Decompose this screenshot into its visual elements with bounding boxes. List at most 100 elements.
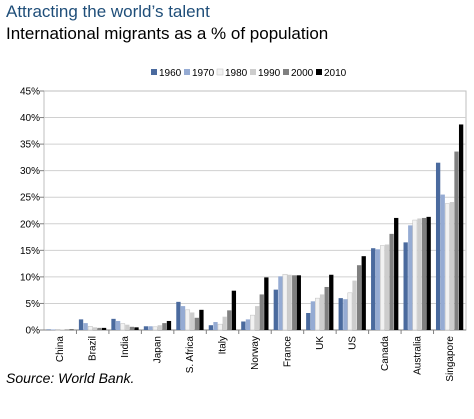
bar-canada-1960 bbox=[371, 248, 376, 330]
legend-swatch-1970 bbox=[184, 69, 190, 75]
legend-swatch-1980 bbox=[216, 68, 224, 76]
x-tick-label: Japan bbox=[153, 336, 164, 363]
bar-france-1990 bbox=[287, 274, 292, 330]
bar-china-2000 bbox=[64, 329, 70, 331]
bar-france-1980 bbox=[282, 273, 288, 331]
bar-s-africa-1970 bbox=[180, 306, 186, 330]
bar-uk-1970 bbox=[310, 301, 316, 330]
bar-japan-2000 bbox=[162, 323, 167, 330]
y-tick-label: 45% bbox=[20, 87, 40, 98]
bar-italy-1990 bbox=[222, 316, 227, 330]
plot-area bbox=[43, 90, 467, 331]
bar-us-1960 bbox=[338, 298, 343, 330]
legend-label-2000: 2000 bbox=[291, 68, 314, 79]
source-note: Source: World Bank. bbox=[6, 370, 135, 386]
y-tick-label: 20% bbox=[20, 219, 40, 230]
y-tick-label: 5% bbox=[26, 299, 41, 310]
bar-canada-2010 bbox=[394, 217, 399, 330]
bar-norway-1980 bbox=[250, 314, 255, 331]
bar-norway-1960 bbox=[241, 321, 246, 330]
bar-india-2010 bbox=[134, 327, 139, 330]
y-tick-label: 35% bbox=[20, 140, 40, 151]
bar-japan-1980 bbox=[152, 326, 158, 331]
bar-italy-1960 bbox=[208, 325, 214, 330]
bar-s-africa-1980 bbox=[185, 309, 191, 331]
x-tick-label: Brazil bbox=[88, 336, 99, 361]
bar-italy-1970 bbox=[213, 322, 218, 330]
x-tick-label: S. Africa bbox=[185, 336, 196, 374]
bar-canada-1990 bbox=[384, 244, 390, 330]
bar-china-1990 bbox=[60, 329, 65, 331]
bar-singapore-2000 bbox=[454, 151, 459, 330]
legend-label-1980: 1980 bbox=[225, 68, 248, 79]
bar-australia-1960 bbox=[403, 242, 408, 330]
bar-italy-2010 bbox=[231, 290, 237, 330]
legend-swatch-1990 bbox=[250, 69, 256, 75]
x-tick-label: Norway bbox=[250, 336, 261, 370]
legend-label-2010: 2010 bbox=[324, 68, 347, 79]
bar-japan-1970 bbox=[148, 326, 153, 330]
bar-australia-1980 bbox=[412, 219, 418, 331]
bar-uk-1980 bbox=[315, 297, 320, 331]
bar-brazil-1980 bbox=[87, 326, 93, 331]
x-tick-label: Italy bbox=[218, 336, 229, 354]
y-tick-label: 30% bbox=[20, 166, 40, 177]
bar-india-1980 bbox=[120, 323, 126, 331]
chart-subtitle: International migrants as a % of populat… bbox=[6, 24, 329, 43]
legend-swatch-2000 bbox=[283, 69, 289, 75]
bar-singapore-1970 bbox=[440, 194, 445, 330]
bar-france-2010 bbox=[296, 275, 301, 330]
bar-brazil-2000 bbox=[97, 327, 102, 330]
bar-australia-2000 bbox=[421, 217, 427, 330]
bar-australia-1990 bbox=[417, 218, 422, 330]
bar-canada-1980 bbox=[380, 245, 385, 331]
bar-singapore-1980 bbox=[444, 203, 450, 331]
bar-s-africa-1960 bbox=[176, 301, 181, 330]
bar-china-1980 bbox=[55, 329, 61, 331]
legend-label-1990: 1990 bbox=[258, 68, 281, 79]
bar-uk-2010 bbox=[329, 274, 334, 330]
legend-label-1960: 1960 bbox=[159, 68, 182, 79]
bar-italy-2000 bbox=[227, 310, 232, 330]
chart-title: Attracting the world’s talent bbox=[6, 2, 210, 21]
x-tick-label: Singapore bbox=[445, 336, 456, 382]
x-tick-label: China bbox=[55, 336, 66, 363]
bar-us-2010 bbox=[361, 256, 366, 330]
bar-us-1970 bbox=[343, 299, 348, 330]
bar-japan-2010 bbox=[166, 320, 172, 330]
bar-brazil-1960 bbox=[78, 319, 84, 330]
bar-canada-2000 bbox=[389, 233, 394, 330]
bar-india-2000 bbox=[129, 326, 135, 330]
legend-label-1970: 1970 bbox=[192, 68, 215, 79]
bar-singapore-1960 bbox=[435, 162, 441, 330]
bar-norway-2010 bbox=[264, 277, 269, 330]
y-tick-label: 0% bbox=[26, 326, 41, 337]
bar-singapore-2010 bbox=[458, 124, 464, 331]
bar-japan-1960 bbox=[143, 326, 149, 330]
bar-uk-2000 bbox=[324, 286, 329, 330]
bar-france-1960 bbox=[273, 289, 278, 330]
bar-china-1960 bbox=[46, 329, 51, 331]
bar-china-1970 bbox=[51, 329, 56, 331]
bar-france-1970 bbox=[278, 276, 283, 330]
y-tick-label: 40% bbox=[20, 113, 40, 124]
bar-us-1980 bbox=[347, 292, 353, 331]
bar-uk-1960 bbox=[306, 313, 311, 330]
x-tick-label: US bbox=[347, 336, 358, 350]
bar-s-africa-2010 bbox=[199, 309, 204, 330]
x-tick-label: Canada bbox=[380, 336, 391, 371]
legend-swatch-1960 bbox=[151, 69, 157, 75]
bar-france-2000 bbox=[292, 275, 297, 330]
y-tick-label: 10% bbox=[20, 272, 40, 283]
bar-brazil-1970 bbox=[83, 323, 88, 330]
y-tick-label: 15% bbox=[20, 246, 40, 257]
bar-uk-1990 bbox=[319, 294, 325, 330]
x-tick-label: India bbox=[120, 336, 131, 358]
bar-s-africa-1990 bbox=[190, 312, 195, 330]
bar-italy-1980 bbox=[217, 323, 223, 331]
bar-norway-1970 bbox=[245, 319, 251, 330]
bar-australia-1970 bbox=[408, 225, 413, 330]
bar-japan-1990 bbox=[157, 325, 162, 330]
bar-india-1990 bbox=[125, 324, 130, 330]
